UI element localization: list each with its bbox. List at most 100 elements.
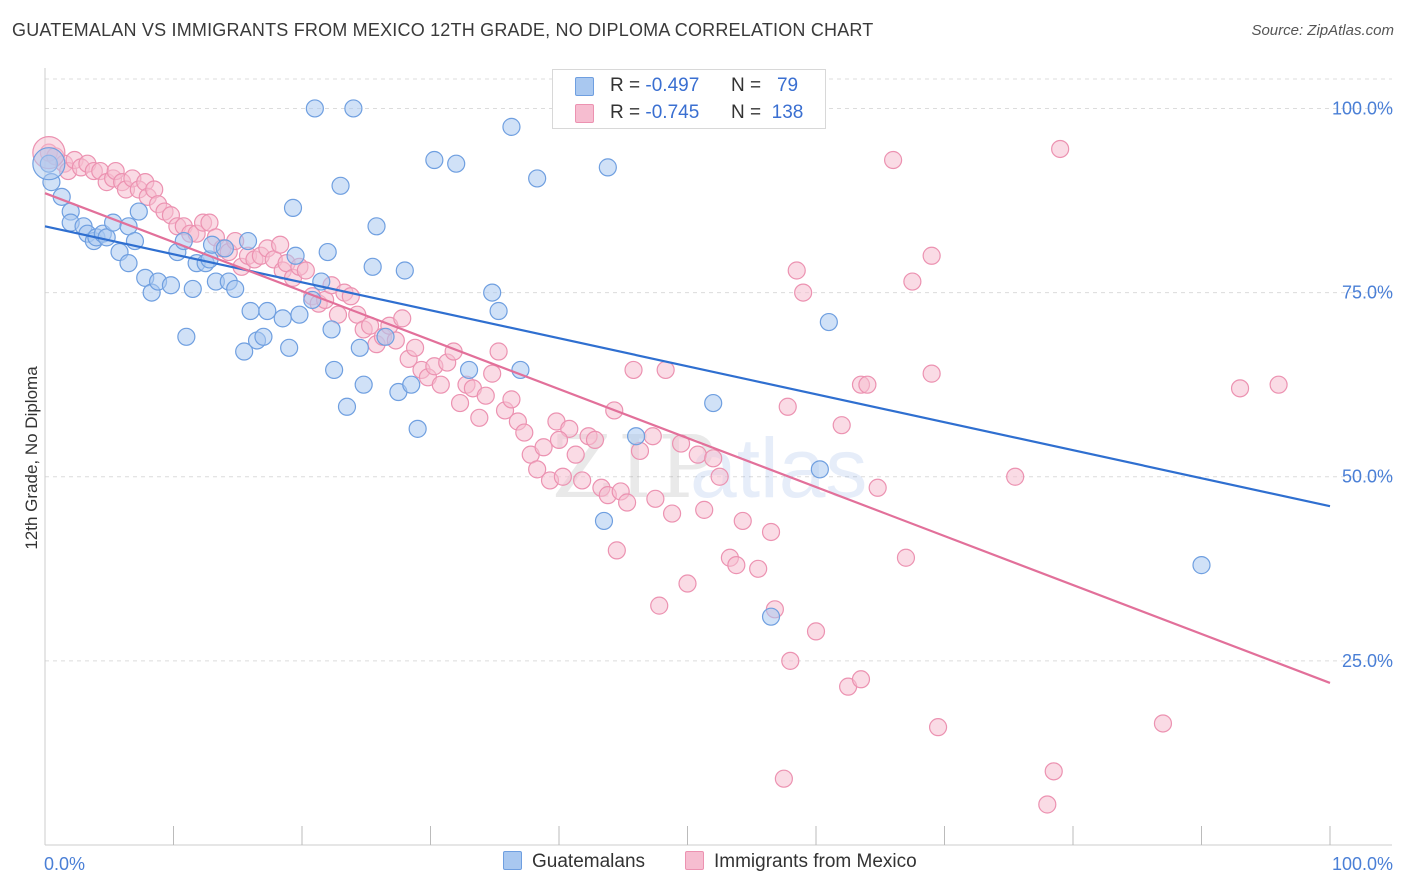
legend-r-label: R = xyxy=(610,75,641,96)
data-point xyxy=(787,261,806,280)
data-point xyxy=(254,327,273,346)
data-point xyxy=(337,397,357,416)
data-point xyxy=(662,504,682,523)
data-point xyxy=(1044,762,1063,781)
data-point xyxy=(749,559,768,578)
data-point xyxy=(235,342,254,361)
legend-item-mexico: Immigrants from Mexico xyxy=(685,851,917,873)
data-point xyxy=(598,158,617,177)
data-point xyxy=(483,283,502,302)
data-point xyxy=(819,312,838,332)
data-point xyxy=(922,246,941,265)
data-point xyxy=(727,556,746,575)
data-point xyxy=(794,283,813,302)
data-point xyxy=(177,327,196,346)
data-point xyxy=(511,360,530,380)
data-point xyxy=(161,276,181,295)
data-point xyxy=(903,272,922,291)
data-point xyxy=(286,246,305,265)
legend-n-value: 79 xyxy=(776,75,799,96)
legend-r-label: R = xyxy=(610,102,641,123)
legend-label-guatemalans: Guatemalans xyxy=(532,851,646,872)
data-point xyxy=(408,419,427,438)
data-point xyxy=(322,320,341,339)
legend-label-mexico: Immigrants from Mexico xyxy=(714,851,917,872)
source-label: Source: ZipAtlas.com xyxy=(1251,22,1394,39)
data-point xyxy=(325,360,344,380)
data-point xyxy=(183,279,202,299)
data-point xyxy=(553,467,572,486)
data-point xyxy=(573,471,592,490)
data-point-large xyxy=(32,147,66,181)
legend-swatch-pink xyxy=(685,851,704,870)
trend-lines xyxy=(44,192,1331,684)
data-point xyxy=(483,364,502,383)
legend-n-label: N = xyxy=(731,75,762,96)
data-point xyxy=(290,305,309,324)
legend-swatch-blue xyxy=(503,851,522,870)
data-point xyxy=(476,386,495,405)
data-point xyxy=(350,338,369,357)
tick-labels: 25.0% 50.0% 75.0% 100.0% 0.0% 100.0% 12th Grad… xyxy=(22,98,1393,874)
data-point xyxy=(704,393,723,413)
x-tick-label-max: 100.0% xyxy=(1332,854,1393,874)
data-point xyxy=(704,449,723,468)
legend-swatch-pink xyxy=(575,104,594,123)
data-point xyxy=(710,467,729,486)
data-point xyxy=(733,511,752,531)
trend-line-guatemalans xyxy=(44,225,1331,508)
data-point xyxy=(502,390,521,409)
data-point xyxy=(1051,139,1070,159)
data-point xyxy=(650,596,669,615)
data-point xyxy=(624,360,643,380)
data-point xyxy=(1269,375,1288,394)
data-point xyxy=(528,460,547,479)
data-point xyxy=(1153,714,1173,733)
data-point xyxy=(618,493,637,512)
data-point xyxy=(832,416,851,435)
data-point xyxy=(549,430,569,450)
data-point xyxy=(868,478,887,497)
data-point xyxy=(489,342,508,361)
legend-item-guatemalans: Guatemalans xyxy=(503,851,645,873)
data-point xyxy=(296,261,315,280)
trend-line-mexico xyxy=(44,192,1331,684)
data-point xyxy=(402,375,421,394)
y-tick-label: 100.0% xyxy=(1332,98,1393,118)
data-point xyxy=(781,651,800,670)
data-point xyxy=(129,202,148,221)
data-point xyxy=(858,375,877,394)
data-point xyxy=(761,522,781,542)
data-point xyxy=(1006,467,1025,486)
data-point xyxy=(393,309,412,328)
data-point xyxy=(1038,795,1057,814)
data-point xyxy=(271,235,290,254)
series-immigrants-from-mexico-points xyxy=(32,136,1288,814)
data-point xyxy=(883,150,903,170)
grid-lines xyxy=(45,78,1392,662)
x-tick-label-min: 0.0% xyxy=(44,854,85,874)
data-point xyxy=(363,257,382,276)
data-point xyxy=(241,301,260,321)
data-point xyxy=(425,150,444,170)
data-point xyxy=(273,309,292,328)
data-point xyxy=(678,574,697,593)
y-tick-label: 75.0% xyxy=(1342,283,1393,303)
data-point xyxy=(1230,379,1250,398)
data-point xyxy=(331,176,350,195)
legend-swatch-blue xyxy=(575,77,594,96)
data-point xyxy=(761,607,781,626)
data-point xyxy=(656,360,675,380)
data-point xyxy=(922,364,941,383)
data-point xyxy=(528,169,547,188)
data-point xyxy=(534,438,553,457)
data-point xyxy=(774,769,793,788)
data-point xyxy=(280,338,299,357)
data-point xyxy=(376,327,395,346)
data-point xyxy=(354,375,373,394)
data-point xyxy=(283,198,303,217)
watermark-atlas: atlas xyxy=(690,421,867,515)
data-point xyxy=(851,670,871,689)
data-point xyxy=(470,408,489,427)
data-point xyxy=(515,423,534,442)
